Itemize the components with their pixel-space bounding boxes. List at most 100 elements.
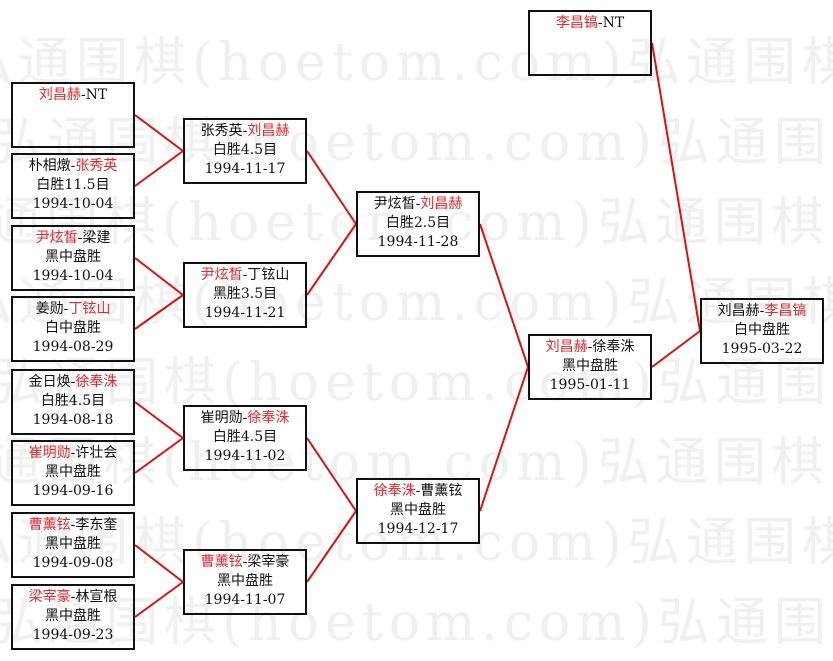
player-name: 尹炫皙 [373, 196, 416, 212]
connector-line [651, 42, 701, 332]
match-date: 1995-01-11 [549, 377, 631, 393]
separator: - [415, 196, 421, 212]
match-result: 白胜4.5目 [212, 429, 278, 445]
winner-name: 刘昌赫 [247, 123, 290, 139]
match-date: 1994-09-23 [32, 627, 114, 643]
player-name: NT [602, 15, 625, 31]
winner-name: 尹炫皙 [200, 267, 243, 283]
player-name: 朴相燉 [28, 158, 71, 174]
match-players: 曹薰铉-李东奎 [13, 516, 133, 535]
winner-name: 李昌镐 [555, 15, 598, 31]
player-name: 金日焕 [28, 374, 71, 390]
match-result: 黑胜3.5目 [212, 286, 278, 302]
connector-line [134, 401, 184, 439]
watermark-text: 弘通围棋(hoetom.com)弘通围棋(hoetom.com) [0, 433, 833, 493]
connector-line [134, 581, 184, 618]
connector-line [479, 366, 529, 512]
connector-line [134, 257, 184, 296]
match-box: 朴相燉-张秀英 白胜11.5目 1994-10-04 [11, 153, 135, 219]
match-result: 黑中盘胜 [45, 464, 101, 480]
separator: - [70, 374, 76, 390]
match-box: 张秀英-刘昌赫 白胜4.5目 1994-11-17 [183, 118, 307, 184]
match-box: 姜勋-丁铉山 白中盘胜 1994-08-29 [11, 296, 135, 362]
match-box: 尹炫皙-梁建 黑中盘胜 1994-10-04 [11, 225, 135, 291]
separator: - [77, 230, 83, 246]
match-box: 崔明勋-许壮会 黑中盘胜 1994-09-16 [11, 440, 135, 506]
match-players: 李昌镐-NT [530, 14, 650, 33]
match-box: 徐奉洙-曹薰铉 黑中盘胜 1994-12-17 [356, 478, 480, 544]
match-players: 徐奉洙-曹薰铉 [358, 482, 478, 501]
player-name: 梁建 [82, 230, 111, 246]
separator: - [597, 15, 603, 31]
watermark-text: 弘通围棋(hoetom.com)弘通围棋(hoetom.com) [0, 33, 833, 93]
match-date: 1994-08-18 [32, 412, 114, 428]
match-players: 尹炫皙-丁铉山 [185, 266, 305, 285]
player-name: 丁铉山 [247, 267, 290, 283]
connector-line [306, 223, 357, 296]
match-result: 白胜4.5目 [212, 142, 278, 158]
winner-name: 刘昌赫 [545, 339, 588, 355]
match-players: 刘昌赫-徐奉洙 [530, 338, 650, 357]
winner-name: 刘昌赫 [38, 87, 81, 103]
separator: - [63, 301, 69, 317]
winner-name: 刘昌赫 [420, 196, 463, 212]
match-box: 李昌镐-NT [528, 10, 652, 76]
separator: - [70, 517, 76, 533]
match-players: 金日焕-徐奉洙 [13, 373, 133, 392]
winner-name: 徐奉洙 [373, 483, 416, 499]
winner-name: 崔明勋 [28, 445, 71, 461]
match-players: 梁宰豪-林宣根 [13, 588, 133, 607]
match-box: 刘昌赫-李昌镐 白中盘胜 1995-03-22 [700, 298, 824, 364]
match-result: 黑中盘胜 [562, 358, 618, 374]
winner-name: 徐奉洙 [75, 374, 118, 390]
match-result: 白中盘胜 [45, 320, 101, 336]
match-players: 曹薰铉-梁宰豪 [185, 553, 305, 572]
match-players: 崔明勋-许壮会 [13, 444, 133, 463]
player-name: 徐奉洙 [592, 339, 635, 355]
match-date: 1994-12-17 [377, 521, 459, 537]
player-name: 张秀英 [200, 123, 243, 139]
match-box: 尹炫皙-丁铉山 黑胜3.5目 1994-11-21 [183, 262, 307, 328]
match-result: 白胜2.5目 [385, 215, 451, 231]
winner-name: 梁宰豪 [28, 589, 71, 605]
match-result: 黑中盘胜 [45, 608, 101, 624]
match-date: 1994-10-04 [32, 196, 114, 212]
match-players: 刘昌赫-李昌镐 [702, 302, 822, 321]
match-date: 1994-11-02 [204, 448, 286, 464]
connector-line [134, 150, 184, 187]
winner-name: 徐奉洙 [247, 410, 290, 426]
match-players: 张秀英-刘昌赫 [185, 122, 305, 141]
match-date: 1994-11-28 [377, 234, 459, 250]
separator: - [242, 410, 248, 426]
match-players: 朴相燉-张秀英 [13, 157, 133, 176]
separator: - [242, 123, 248, 139]
connector-line [306, 150, 357, 225]
separator: - [759, 303, 765, 319]
match-box: 金日焕-徐奉洙 白胜4.5目 1994-08-18 [11, 369, 135, 435]
winner-name: 曹薰铉 [200, 554, 243, 570]
player-name: 刘昌赫 [717, 303, 760, 319]
player-name: 李东奎 [75, 517, 118, 533]
connector-line [134, 437, 184, 474]
match-date: 1994-09-16 [32, 483, 114, 499]
connector-line [134, 544, 184, 583]
match-result: 黑中盘胜 [217, 573, 273, 589]
connector-line [306, 510, 357, 583]
separator: - [242, 554, 248, 570]
match-date: 1994-11-07 [204, 592, 286, 608]
separator: - [80, 87, 86, 103]
match-result: 白中盘胜 [734, 322, 790, 338]
match-date: 1994-10-04 [32, 268, 114, 284]
watermark-text: 弘通围棋(hoetom.com)弘通围棋(hoetom.com) [0, 593, 833, 653]
match-result: 黑中盘胜 [45, 536, 101, 552]
winner-name: 丁铉山 [68, 301, 111, 317]
connector-line [134, 114, 184, 152]
match-date: 1994-11-17 [204, 161, 286, 177]
player-name: 曹薰铉 [420, 483, 463, 499]
match-box: 梁宰豪-林宣根 黑中盘胜 1994-09-23 [11, 584, 135, 650]
separator: - [70, 445, 76, 461]
winner-name: 李昌镐 [764, 303, 807, 319]
match-box: 崔明勋-徐奉洙 白胜4.5目 1994-11-02 [183, 405, 307, 471]
